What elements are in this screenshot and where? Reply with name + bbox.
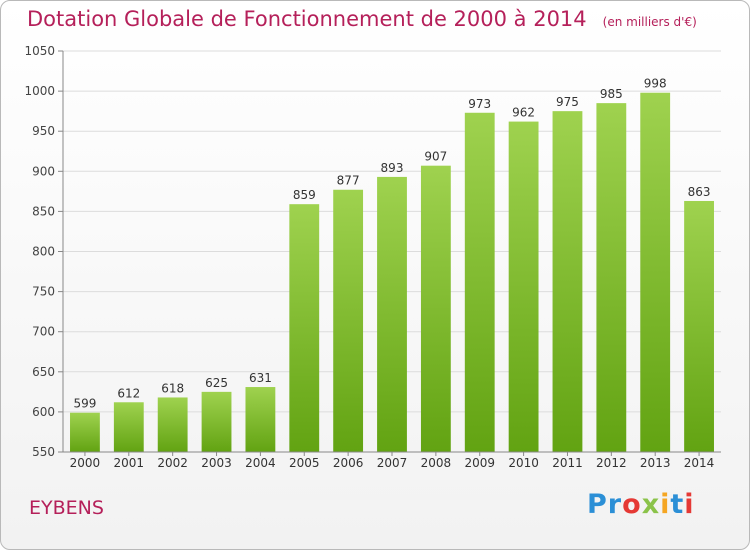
y-tick-label: 900 [32,164,55,178]
y-tick-label: 700 [32,325,55,339]
logo-letter: P [587,489,608,520]
bar [245,387,276,452]
proxiti-logo[interactable]: Proxiti [587,489,695,520]
x-tick-label: 2000 [70,456,101,470]
bar [157,397,188,452]
bar-value-label: 962 [512,106,535,120]
bar [289,204,320,452]
bar [464,112,495,452]
bar [201,391,232,452]
x-tick-label: 2001 [114,456,145,470]
city-name: EYBENS [29,497,104,519]
bar [508,121,539,453]
logo-letter: i [684,489,695,520]
bar [333,189,364,452]
bar-value-label: 625 [205,376,228,390]
bar [113,402,144,452]
y-tick-label: 650 [32,365,55,379]
y-tick-label: 800 [32,245,55,259]
y-tick-label: 1050 [24,44,55,58]
x-tick-label: 2006 [333,456,364,470]
chart-unit: (en milliers d'€) [602,15,697,29]
bar-value-label: 998 [644,77,667,91]
x-tick-label: 2004 [245,456,276,470]
bar-value-label: 893 [381,161,404,175]
bar [640,92,671,452]
bar [684,200,714,452]
bar-value-label: 877 [337,174,360,188]
x-tick-label: 2012 [596,456,627,470]
bar-value-label: 863 [688,185,711,199]
logo-letter: i [660,489,671,520]
x-tick-label: 2010 [508,456,539,470]
bar [420,165,451,452]
x-tick-label: 2009 [464,456,495,470]
chart-title-block: Dotation Globale de Fonctionnement de 20… [27,7,697,31]
y-tick-label: 600 [32,405,55,419]
x-tick-label: 2002 [157,456,188,470]
x-tick-label: 2008 [421,456,452,470]
bar [596,103,627,452]
bar [552,111,583,453]
bar-value-label: 985 [600,87,623,101]
chart-title: Dotation Globale de Fonctionnement de 20… [27,7,587,31]
x-tick-label: 2014 [684,456,715,470]
bar-value-label: 599 [73,397,96,411]
logo-letter: t [670,489,685,520]
logo-letter: o [622,489,642,520]
y-tick-label: 1000 [24,84,55,98]
y-tick-label: 550 [32,445,55,459]
bar [377,176,407,452]
x-tick-label: 2013 [640,456,671,470]
y-tick-label: 850 [32,204,55,218]
bar-value-label: 618 [161,381,184,395]
y-tick-label: 950 [32,124,55,138]
x-tick-label: 2003 [201,456,232,470]
bar-value-label: 859 [293,188,316,202]
bar-value-label: 907 [424,150,447,164]
y-tick-label: 750 [32,285,55,299]
bar-value-label: 612 [117,386,140,400]
x-tick-label: 2005 [289,456,320,470]
bar-value-label: 975 [556,95,579,109]
x-tick-label: 2007 [377,456,408,470]
logo-letter: r [607,489,623,520]
bar-value-label: 631 [249,371,272,385]
bar [70,412,100,452]
bar-value-label: 973 [468,97,491,111]
logo-letter: x [641,489,661,520]
x-tick-label: 2011 [552,456,583,470]
